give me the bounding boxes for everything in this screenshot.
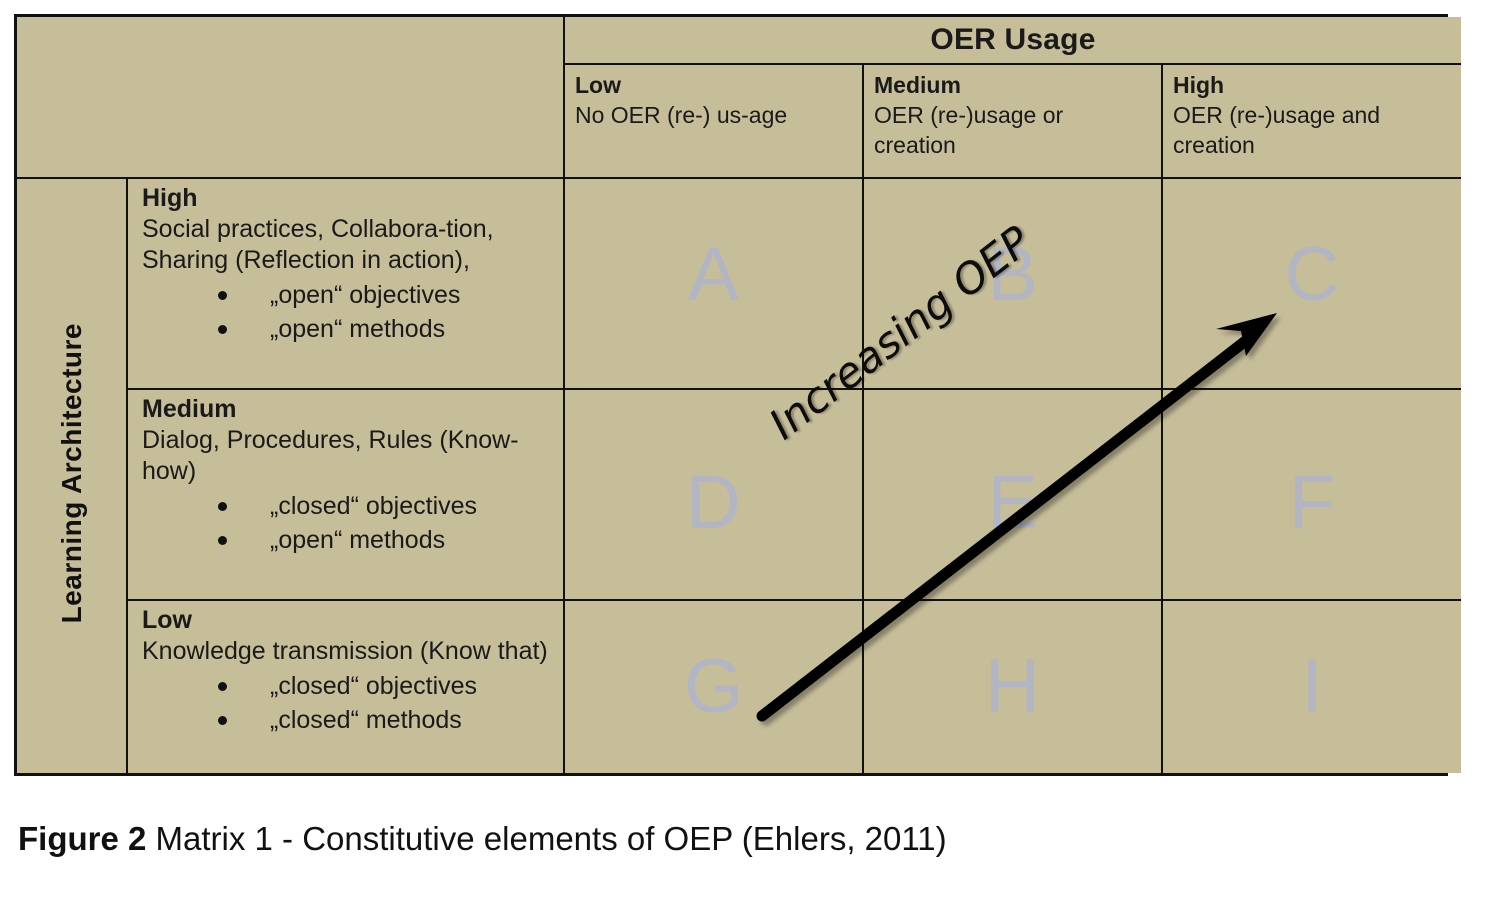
column-header-medium: Medium OER (re-)usage or creation [862,63,1163,179]
column-header-low-level: Low [575,72,621,98]
matrix-cell-a-label: A [688,232,739,318]
figure-caption-label: Figure 2 [18,820,147,857]
matrix-corner-cell [17,17,565,179]
matrix-row-medium: Medium Dialog, Procedures, Rules (Know-h… [17,388,1462,602]
row-axis-title-cell: Learning Architecture [17,177,128,773]
matrix-header-top-row: OER Usage [17,17,1462,179]
row-header-high-bullets: „open“ objectives „open“ methods [142,278,555,346]
matrix-cell-i-label: I [1301,644,1323,730]
row-header-low: Low Knowledge transmission (Know that) „… [127,599,565,773]
matrix-cell-d-label: D [686,460,741,546]
matrix-cell-c-label: C [1284,232,1340,318]
column-header-high: High OER (re-)usage and creation [1160,63,1462,179]
row-header-medium-level: Medium [142,395,237,424]
column-header-low: Low No OER (re-) us-age [564,63,864,179]
column-header-high-level: High [1173,72,1225,98]
matrix-cell-b[interactable]: B [862,176,1163,391]
row-header-medium-bullets: „closed“ objectives „open“ methods [142,489,555,557]
row-header-low-level: Low [142,606,192,635]
list-item: „open“ methods [142,312,555,346]
row-header-high-level: High [142,184,198,212]
row-header-low-description: Knowledge transmission (Know that) [142,637,548,666]
matrix-row-high: Learning Architecture High Social practi… [17,176,1462,773]
matrix-cell-h[interactable]: H [862,599,1163,773]
list-item: „closed“ objectives [142,669,555,703]
matrix-cell-e-label: E [987,460,1038,546]
list-item: „closed“ objectives [142,489,555,523]
list-item: „open“ objectives [142,278,555,312]
row-axis-title: Learning Architecture [55,323,87,624]
figure-caption-text: Matrix 1 - Constitutive elements of OEP … [146,820,947,857]
matrix-cell-f[interactable]: F [1160,388,1462,602]
matrix-row-low: Low Knowledge transmission (Know that) „… [17,599,1462,773]
matrix-table: OER Usage Low No OER (re-) us-age Medium… [17,17,1462,773]
matrix-cell-g-label: G [683,644,744,730]
matrix-cell-b-label: B [987,232,1038,318]
list-item: „closed“ methods [142,703,555,737]
column-axis-title: OER Usage [562,17,1462,65]
row-header-medium-description: Dialog, Procedures, Rules (Know-how) [142,426,519,486]
matrix-cell-a[interactable]: A [563,176,864,391]
column-header-low-description: No OER (re-) us-age [575,101,788,128]
row-header-high: High Social practices, Collabora-tion, S… [126,176,565,391]
column-header-medium-level: Medium [874,72,961,98]
column-header-high-description: OER (re-)usage and creation [1173,101,1381,158]
matrix-cell-e[interactable]: E [862,388,1163,602]
column-header-medium-description: OER (re-)usage or creation [874,101,1064,158]
row-header-high-description: Social practices, Collabora-tion, Sharin… [142,215,494,274]
list-item: „open“ methods [142,523,555,557]
matrix-cell-i[interactable]: I [1160,599,1462,773]
matrix-cell-d[interactable]: D [563,388,864,602]
matrix-cell-g[interactable]: G [563,599,864,773]
matrix-cell-f-label: F [1288,460,1336,546]
matrix-cell-h-label: H [985,644,1040,730]
matrix-cell-c[interactable]: C [1160,176,1462,391]
oep-matrix: OER Usage Low No OER (re-) us-age Medium… [14,14,1462,776]
matrix-header-sub-row: Low No OER (re-) us-age Medium OER (re-)… [17,63,1462,179]
row-header-medium: Medium Dialog, Procedures, Rules (Know-h… [127,388,565,602]
figure-caption: Figure 2 Matrix 1 - Constitutive element… [18,818,1438,859]
row-header-low-bullets: „closed“ objectives „closed“ methods [142,669,555,737]
